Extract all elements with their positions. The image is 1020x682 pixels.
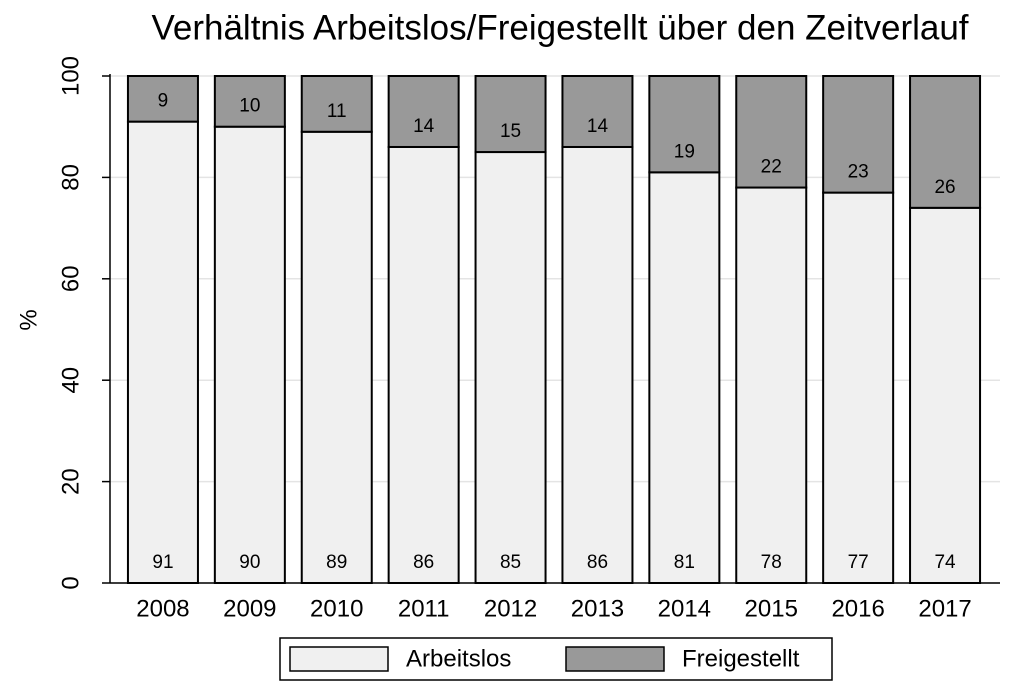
value-label: 14 [587,116,609,137]
value-label: 19 [674,141,695,162]
bar-segment [126,120,199,584]
bar-segment [648,75,721,174]
y-tick-label: 20 [57,468,84,495]
bar-segment [561,145,634,584]
bar-segment [735,75,808,189]
x-tick-label: 2009 [223,595,276,622]
x-tick-label: 2016 [831,595,884,622]
value-label: 85 [500,552,521,573]
value-label: 81 [674,552,695,573]
legend-label: Arbeitslos [406,645,511,672]
value-label: 23 [848,162,869,183]
bar-segment [387,75,460,148]
value-label: 86 [413,552,434,573]
x-tick-label: 2015 [745,595,798,622]
value-label: 22 [761,157,782,178]
value-label: 78 [761,552,782,573]
legend-label: Freigestellt [682,645,800,672]
value-label: 74 [934,552,956,573]
bar-segment [735,186,808,584]
value-label: 86 [587,552,608,573]
bar-segment [822,75,895,194]
x-tick-label: 2008 [136,595,189,622]
legend-swatch [565,646,665,672]
x-tick-label: 2010 [310,595,363,622]
bar-segment [474,75,547,154]
x-tick-label: 2017 [918,595,971,622]
chart-title: Verhältnis Arbeitslos/Freigestellt über … [151,8,968,47]
bar-segment [909,206,982,584]
value-label: 10 [239,96,260,117]
bar-segment [213,75,286,128]
y-tick-label: 40 [57,367,84,394]
bar-segment [300,75,373,133]
x-tick-label: 2013 [571,595,624,622]
bar-segment [387,145,460,584]
bar-segment [474,151,547,585]
value-label: 91 [152,552,173,573]
bar-segment [909,75,982,209]
value-label: 77 [848,552,869,573]
y-tick-label: 100 [57,56,84,96]
y-tick-label: 80 [57,164,84,191]
y-tick-label: 60 [57,265,84,292]
value-label: 89 [326,552,347,573]
value-label: 15 [500,121,521,142]
legend-swatch [289,646,389,672]
value-label: 14 [413,116,435,137]
x-tick-label: 2014 [658,595,711,622]
value-label: 9 [158,91,169,112]
bar-segment [126,75,199,123]
bar-segment [648,171,721,585]
value-label: 90 [239,552,260,573]
bar-segment [300,130,373,585]
value-label: 11 [327,101,347,122]
value-label: 26 [934,177,955,198]
x-tick-label: 2012 [484,595,537,622]
bar-segment [213,125,286,584]
y-axis-label: % [15,309,42,330]
y-tick-label: 0 [57,576,84,589]
bar-segment [561,75,634,148]
bar-segment [822,191,895,585]
x-tick-label: 2011 [398,595,450,622]
